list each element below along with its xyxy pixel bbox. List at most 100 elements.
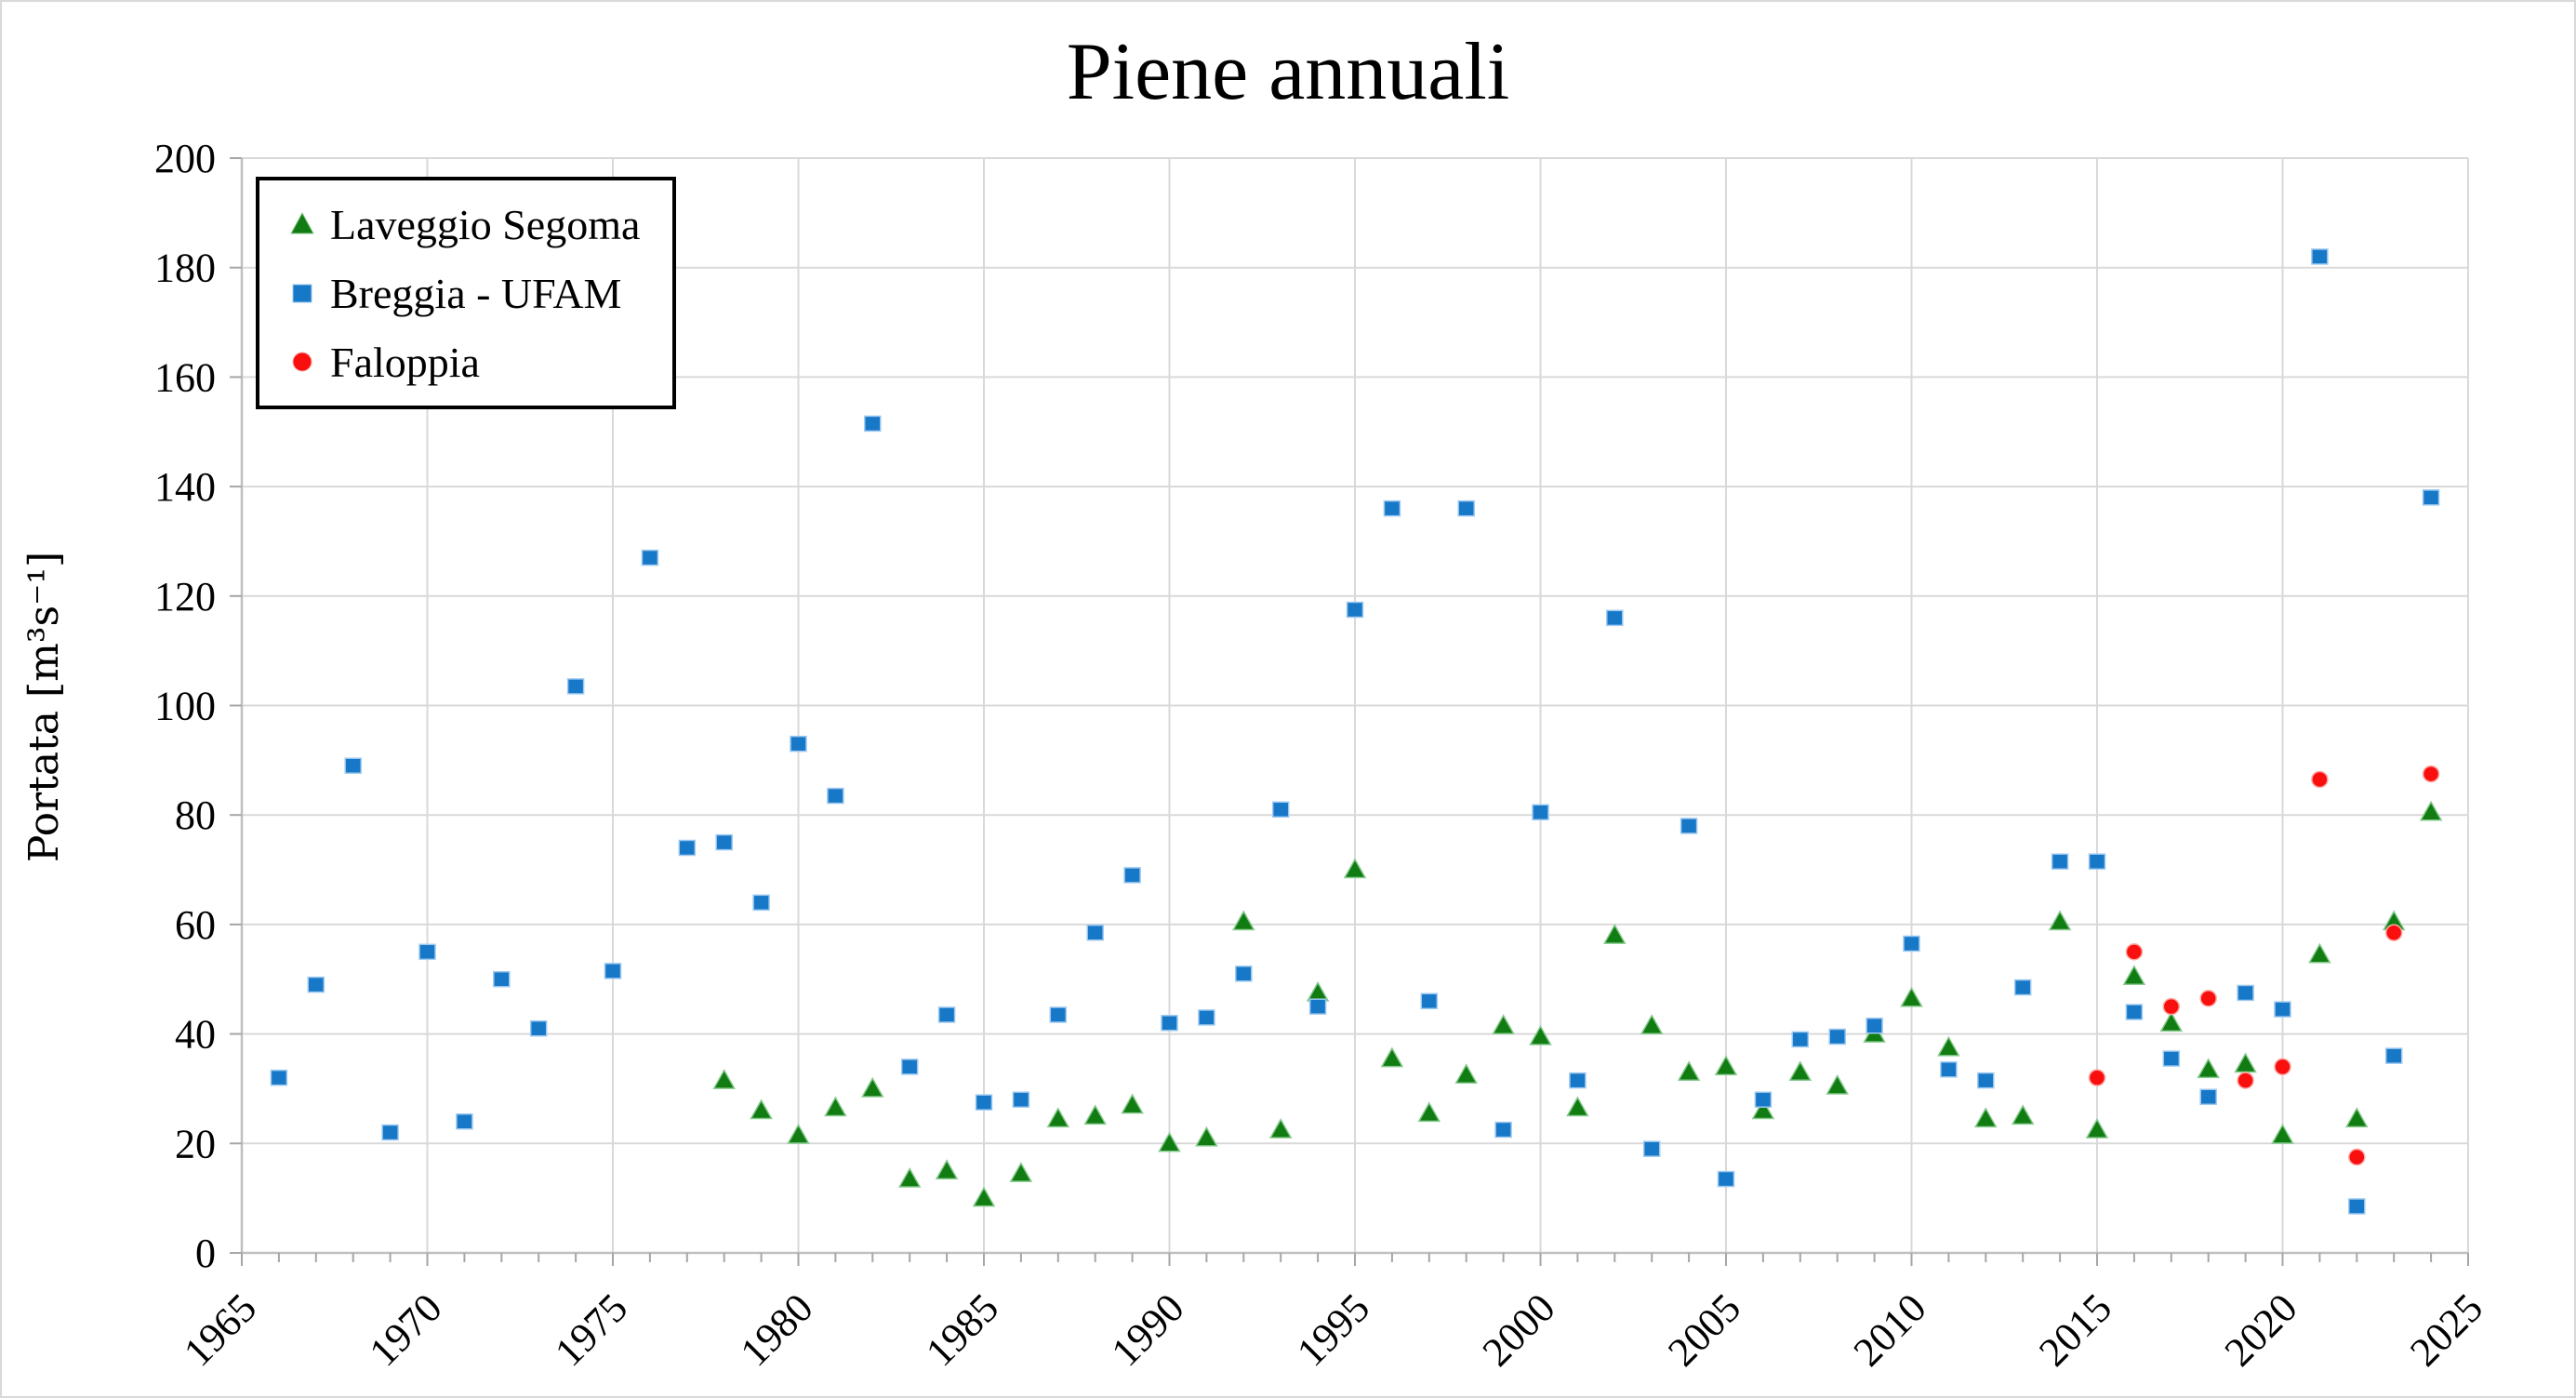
x-tick-label: 1975 xyxy=(546,1285,636,1375)
square-data-point xyxy=(1161,1015,1178,1032)
circle-data-point xyxy=(2422,765,2440,783)
x-tick-label: 1980 xyxy=(732,1285,822,1375)
square-data-point xyxy=(864,415,882,433)
x-tick-label: 1965 xyxy=(175,1285,265,1375)
triangle-data-point xyxy=(2419,800,2443,821)
triangle-data-point xyxy=(787,1123,810,1144)
square-data-point xyxy=(1123,867,1141,884)
x-tick-label: 1985 xyxy=(917,1285,1007,1375)
square-data-point xyxy=(2237,984,2254,1002)
square-data-point xyxy=(790,735,807,752)
triangle-data-point xyxy=(712,1069,736,1089)
square-data-point xyxy=(566,678,585,695)
triangle-data-point xyxy=(824,1096,847,1117)
x-tick-label: 2000 xyxy=(1474,1285,1564,1375)
circle-data-point xyxy=(2199,990,2217,1007)
x-tick-label: 2005 xyxy=(1659,1285,1749,1375)
square-data-point xyxy=(1420,992,1439,1010)
triangle-data-point xyxy=(2159,1011,2184,1032)
y-axis-title: Portata [m³s⁻¹] xyxy=(20,551,68,863)
square-data-point xyxy=(641,549,659,566)
square-data-point xyxy=(900,1058,919,1075)
legend-label: Laveggio Segoma xyxy=(330,200,641,248)
square-data-point xyxy=(1383,499,1401,517)
square-data-point xyxy=(1494,1121,1512,1138)
square-data-point xyxy=(1308,998,1327,1015)
series-laveggio-segoma xyxy=(712,800,2443,1207)
x-tick-label: 2020 xyxy=(2216,1285,2306,1375)
triangle-data-point xyxy=(1232,910,1255,931)
triangle-data-point xyxy=(1417,1101,1441,1123)
triangle-data-point xyxy=(2271,1123,2294,1144)
triangle-data-point xyxy=(1492,1014,1515,1035)
tick-marks xyxy=(230,157,2469,1266)
triangle-data-point xyxy=(1343,858,1367,879)
x-tick-label: 2015 xyxy=(2030,1285,2120,1375)
triangle-data-point xyxy=(2197,1058,2220,1079)
circle-data-point xyxy=(2162,997,2181,1016)
square-data-point xyxy=(2274,1001,2291,1018)
square-data-point xyxy=(2051,853,2069,870)
square-data-point xyxy=(678,839,697,857)
y-tick-label: 40 xyxy=(175,1012,216,1058)
triangle-data-point xyxy=(1306,980,1330,1002)
square-data-point xyxy=(1940,1061,1958,1078)
triangle-data-point xyxy=(1268,1118,1293,1138)
square-data-point xyxy=(1866,1018,1883,1034)
triangle-data-point xyxy=(1900,986,1923,1007)
square-data-point xyxy=(1977,1072,1995,1089)
square-data-point xyxy=(752,894,770,912)
series-breggia-ufam xyxy=(270,248,2440,1215)
square-data-point xyxy=(1049,1006,1068,1023)
square-data-point xyxy=(2162,1050,2181,1067)
square-data-point xyxy=(1828,1028,1846,1045)
square-data-point xyxy=(418,943,436,961)
square-data-point xyxy=(1235,965,1253,982)
triangle-data-point xyxy=(1454,1063,1478,1084)
square-data-point xyxy=(975,1094,993,1111)
triangle-data-point xyxy=(1529,1025,1552,1045)
square-data-point xyxy=(1903,935,1920,952)
square-data-point xyxy=(1346,601,1364,619)
triangle-marker-icon xyxy=(290,211,314,234)
triangle-data-point xyxy=(1826,1073,1849,1095)
triangle-data-point xyxy=(1603,924,1627,944)
square-marker-icon xyxy=(292,284,312,303)
square-data-point xyxy=(2348,1198,2366,1215)
triangle-data-point xyxy=(1380,1046,1404,1068)
x-tick-label: 1990 xyxy=(1103,1285,1193,1375)
square-data-point xyxy=(529,1019,548,1037)
circle-data-point xyxy=(2348,1148,2366,1166)
legend-item-breggia-ufam: Breggia - UFAM xyxy=(284,259,672,327)
square-data-point xyxy=(344,757,362,774)
square-data-point xyxy=(1457,499,1475,517)
triangle-data-point xyxy=(1677,1060,1701,1082)
triangle-data-point xyxy=(1640,1014,1664,1035)
triangle-data-point xyxy=(1046,1107,1070,1128)
circle-data-point xyxy=(2311,770,2329,789)
triangle-data-point xyxy=(897,1167,922,1188)
square-data-point xyxy=(1012,1091,1030,1108)
square-data-point xyxy=(2311,248,2329,265)
x-tick-label: 1970 xyxy=(361,1285,451,1375)
square-data-point xyxy=(1606,609,1624,627)
triangle-data-point xyxy=(2048,910,2072,931)
y-tick-label: 180 xyxy=(154,246,216,291)
legend-item-faloppia: Faloppia xyxy=(284,327,672,396)
triangle-data-point xyxy=(861,1076,884,1098)
square-data-point xyxy=(381,1124,399,1141)
triangle-data-point xyxy=(1937,1035,1960,1057)
y-tick-label: 200 xyxy=(154,136,216,181)
square-data-point xyxy=(1754,1091,1773,1108)
circle-data-point xyxy=(2237,1072,2254,1089)
triangle-data-point xyxy=(1714,1055,1738,1076)
x-tick-label: 1995 xyxy=(1288,1285,1378,1375)
square-data-point xyxy=(827,787,844,805)
square-data-point xyxy=(2013,979,2032,996)
y-tick-label: 20 xyxy=(175,1121,216,1166)
series-faloppia xyxy=(2088,765,2440,1166)
y-tick-label: 60 xyxy=(175,902,216,948)
triangle-data-point xyxy=(972,1186,996,1207)
